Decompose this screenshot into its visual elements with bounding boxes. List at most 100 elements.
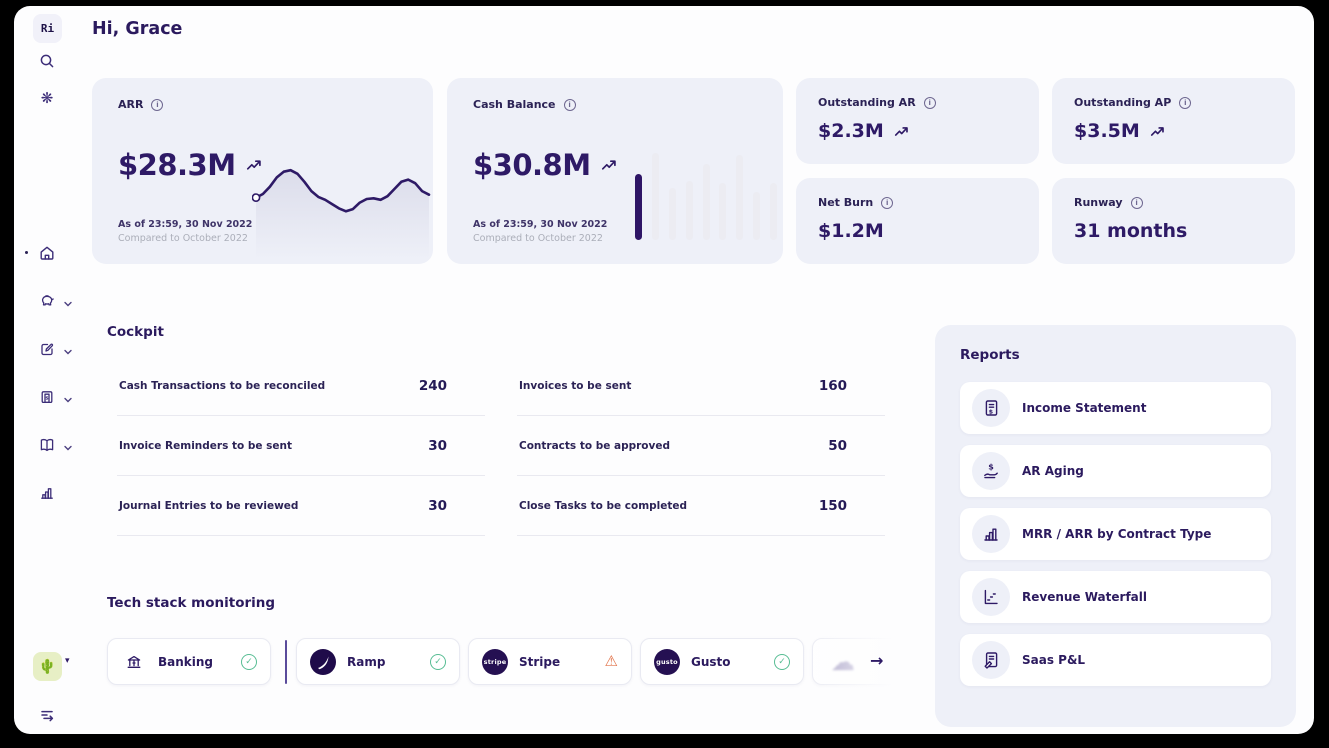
task-count: 50 (828, 437, 847, 454)
stripe-logo-icon: stripe (482, 648, 508, 675)
sidebar-item-vault-icon[interactable]: $ (38, 388, 56, 406)
kpi-label: Cash Balance (473, 98, 576, 111)
cash-bar (719, 183, 727, 240)
task-row[interactable]: Invoices to be sent 160 (517, 356, 885, 416)
reports-panel: Reports $ Income Statement $ AR Aging MR… (935, 325, 1296, 727)
trend-up-icon (894, 125, 909, 138)
report-item-revenue-waterfall[interactable]: Revenue Waterfall (960, 571, 1271, 623)
kpi-dates: As of 23:59, 30 Nov 2022 Compared to Oct… (473, 219, 608, 244)
tech-card-ramp[interactable]: Ramp (296, 638, 460, 685)
kpi-card-outstanding-ar[interactable]: Outstanding AR $2.3M (796, 78, 1039, 164)
report-label: Saas P&L (1022, 653, 1086, 667)
task-count: 150 (818, 497, 847, 514)
arr-sparkline-fill (256, 170, 429, 260)
task-label: Journal Entries to be reviewed (119, 499, 299, 512)
app-logo[interactable]: Ri (33, 14, 62, 43)
status-ok-icon (774, 653, 790, 670)
scroll-right-arrow[interactable] (870, 651, 883, 670)
task-count: 160 (818, 377, 847, 394)
tech-name: Gusto (691, 654, 731, 669)
kpi-card-arr[interactable]: ARR $28.3M As of 23:59, 30 Nov 2022 Comp… (92, 78, 433, 264)
status-warning-icon (605, 654, 618, 669)
divider (285, 640, 287, 684)
task-label: Invoices to be sent (519, 379, 632, 392)
trend-up-icon (1150, 125, 1165, 138)
sidebar-item-home[interactable] (38, 244, 56, 262)
kpi-value: $1.2M (818, 220, 884, 242)
document-pen-icon (972, 641, 1010, 679)
cash-bar (770, 183, 777, 240)
kpi-card-outstanding-ap[interactable]: Outstanding AP $3.5M (1052, 78, 1295, 164)
tech-stack-row: Banking Ramp stripe Stripe gusto Gusto ☁ (107, 634, 972, 690)
sidebar-item-ledger-icon[interactable] (38, 436, 56, 454)
info-icon[interactable] (1179, 96, 1192, 109)
income-statement-icon: $ (972, 389, 1010, 427)
kpi-dates: As of 23:59, 30 Nov 2022 Compared to Oct… (118, 219, 253, 244)
task-count: 30 (428, 437, 447, 454)
kpi-value: $30.8M (473, 148, 617, 182)
chevron-down-icon[interactable] (62, 343, 74, 355)
sidebar-item-contracts-icon[interactable] (38, 340, 56, 358)
kpi-label: Outstanding AP (1074, 96, 1192, 109)
info-icon[interactable] (1130, 196, 1143, 209)
report-item-income-statement[interactable]: $ Income Statement (960, 382, 1271, 434)
task-label: Invoice Reminders to be sent (119, 439, 293, 452)
chevron-down-icon[interactable] (62, 295, 74, 307)
task-count: 240 (418, 377, 447, 394)
svg-text:$: $ (45, 396, 48, 402)
kpi-label: Runway (1074, 196, 1143, 209)
cockpit-list: Cash Transactions to be reconciled 240 In… (117, 356, 885, 536)
task-row[interactable]: Journal Entries to be reviewed 30 (117, 476, 485, 536)
search-icon[interactable] (38, 52, 56, 70)
chevron-down-icon[interactable] (62, 439, 74, 451)
svg-text:$: $ (988, 463, 994, 472)
sparkle-icon[interactable] (38, 89, 56, 107)
cash-bar (702, 164, 710, 240)
report-item-saas-pl[interactable]: Saas P&L (960, 634, 1271, 686)
chevron-down-icon[interactable] (62, 391, 74, 403)
cash-bar (651, 153, 659, 240)
task-row[interactable]: Invoice Reminders to be sent 30 (117, 416, 485, 476)
kpi-value: $3.5M (1074, 120, 1165, 142)
info-icon[interactable] (923, 96, 936, 109)
task-row[interactable]: Cash Transactions to be reconciled 240 (117, 356, 485, 416)
kpi-value: $28.3M (118, 148, 262, 182)
status-ok-icon (241, 653, 257, 670)
info-icon[interactable] (151, 98, 164, 111)
sidebar-item-banking-icon[interactable] (38, 292, 56, 310)
info-icon[interactable] (881, 196, 894, 209)
kpi-card-cash-balance[interactable]: Cash Balance $30.8M As of 23:59, 30 Nov … (447, 78, 783, 264)
task-label: Cash Transactions to be reconciled (119, 379, 326, 392)
report-label: AR Aging (1022, 464, 1084, 478)
tech-card-stripe[interactable]: stripe Stripe (468, 638, 632, 685)
tech-card-gusto[interactable]: gusto Gusto (640, 638, 804, 685)
tech-card-banking[interactable]: Banking (107, 638, 271, 685)
kpi-value: $2.3M (818, 120, 909, 142)
svg-text:$: $ (989, 407, 994, 415)
report-label: Income Statement (1022, 401, 1147, 415)
tech-name: Stripe (519, 654, 561, 669)
workspace-caret-icon[interactable] (65, 656, 70, 666)
task-row[interactable]: Contracts to be approved 50 (517, 416, 885, 476)
cash-bar (685, 181, 693, 240)
report-item-ar-aging[interactable]: $ AR Aging (960, 445, 1271, 497)
report-label: MRR / ARR by Contract Type (1022, 527, 1212, 541)
sidebar-item-reports-icon[interactable] (38, 484, 56, 502)
waterfall-chart-icon (972, 578, 1010, 616)
task-row[interactable]: Close Tasks to be completed 150 (517, 476, 885, 536)
cash-bar (736, 155, 744, 240)
task-count: 30 (428, 497, 447, 514)
kpi-card-runway[interactable]: Runway 31 months (1052, 178, 1295, 264)
kpi-label: Net Burn (818, 196, 894, 209)
report-label: Revenue Waterfall (1022, 590, 1147, 604)
cash-bar (635, 174, 642, 240)
kpi-label: Outstanding AR (818, 96, 936, 109)
workspace-avatar[interactable]: 🌵 (33, 652, 62, 681)
collapse-sidebar-icon[interactable] (38, 706, 56, 724)
trend-up-icon (601, 158, 617, 172)
report-item-mrr-arr[interactable]: MRR / ARR by Contract Type (960, 508, 1271, 560)
app-window: Ri $ 🌵 Hi, Grace ARR $28.3M (14, 6, 1314, 734)
kpi-card-net-burn[interactable]: Net Burn $1.2M (796, 178, 1039, 264)
info-icon[interactable] (563, 98, 576, 111)
bar-chart-icon (972, 515, 1010, 553)
